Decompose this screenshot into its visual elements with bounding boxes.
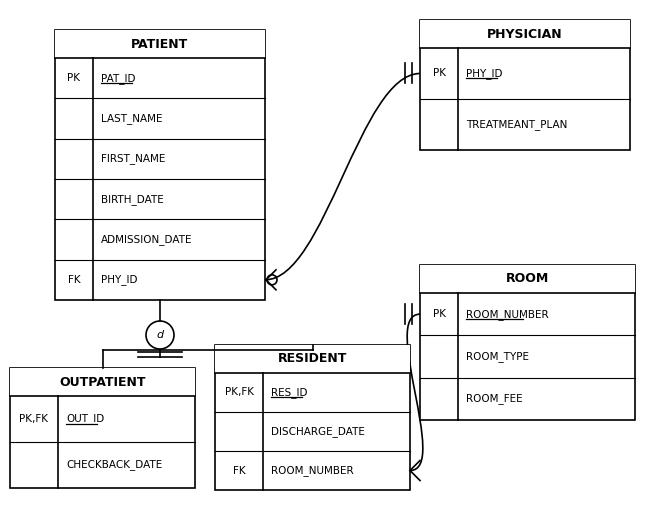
Text: PHYSICIAN: PHYSICIAN [487, 28, 563, 40]
Text: PK: PK [432, 309, 445, 319]
Text: ADMISSION_DATE: ADMISSION_DATE [101, 234, 193, 245]
Text: ROOM_FEE: ROOM_FEE [466, 393, 523, 404]
Text: LAST_NAME: LAST_NAME [101, 113, 163, 124]
Bar [420, 20, 630, 48]
Bar [215, 345, 410, 490]
Text: FK: FK [68, 275, 80, 285]
Text: ROOM_TYPE: ROOM_TYPE [466, 351, 529, 362]
Text: PATIENT: PATIENT [132, 37, 189, 51]
Text: OUTPATIENT: OUTPATIENT [59, 376, 146, 388]
Text: BIRTH_DATE: BIRTH_DATE [101, 194, 164, 204]
Text: PHY_ID: PHY_ID [466, 68, 503, 79]
Bar [420, 265, 635, 420]
Text: CHECKBACK_DATE: CHECKBACK_DATE [66, 459, 162, 471]
Text: d: d [156, 330, 163, 340]
Text: PK,FK: PK,FK [225, 387, 253, 398]
Text: PK: PK [432, 68, 445, 79]
Text: PK: PK [68, 73, 81, 83]
Bar [55, 30, 265, 58]
Text: TREATMEANT_PLAN: TREATMEANT_PLAN [466, 119, 568, 130]
Bar [10, 368, 195, 488]
Bar [215, 345, 410, 373]
Text: RESIDENT: RESIDENT [278, 353, 347, 365]
Text: ROOM: ROOM [506, 272, 549, 286]
Text: PK,FK: PK,FK [20, 414, 49, 424]
Text: FIRST_NAME: FIRST_NAME [101, 153, 165, 164]
Text: FK: FK [232, 466, 245, 476]
Bar [420, 265, 635, 293]
Text: RES_ID: RES_ID [271, 387, 307, 398]
Text: ROOM_NUMBER: ROOM_NUMBER [466, 309, 549, 319]
Bar [420, 20, 630, 150]
Text: PAT_ID: PAT_ID [101, 73, 135, 84]
Text: PHY_ID: PHY_ID [101, 274, 137, 285]
Bar [10, 368, 195, 396]
Text: OUT_ID: OUT_ID [66, 413, 104, 425]
Text: DISCHARGE_DATE: DISCHARGE_DATE [271, 426, 365, 437]
Text: ROOM_NUMBER: ROOM_NUMBER [271, 465, 353, 476]
Bar [55, 30, 265, 300]
